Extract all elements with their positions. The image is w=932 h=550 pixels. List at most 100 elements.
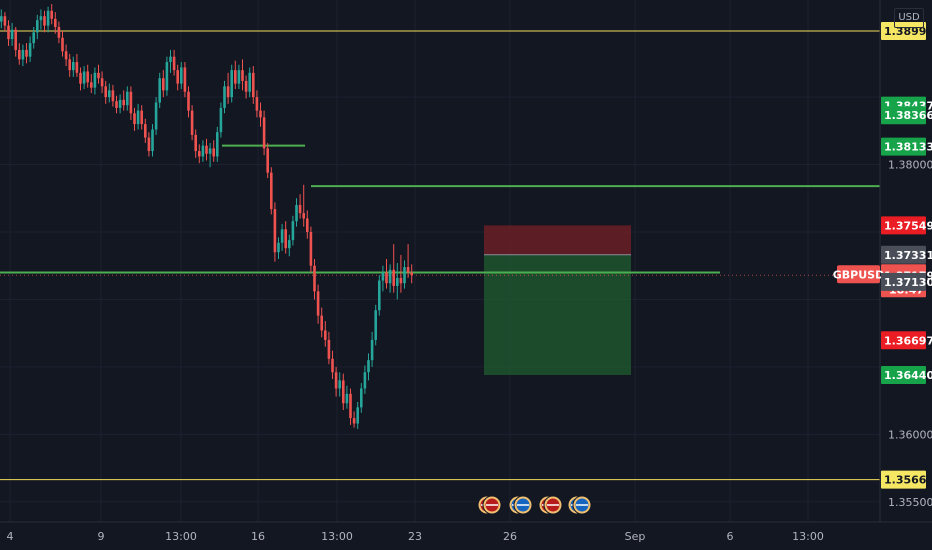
candle xyxy=(7,20,10,46)
candle xyxy=(396,263,399,300)
candle-body xyxy=(158,78,161,103)
candle xyxy=(79,67,82,91)
candle-body xyxy=(32,32,35,44)
price-tag-value: 1.38366 xyxy=(884,109,932,122)
candle-body xyxy=(259,110,262,118)
candle xyxy=(201,140,205,162)
price-tag-green: 1.38133 xyxy=(881,137,932,156)
price-tick-label: 1.38000 xyxy=(888,159,932,172)
candle xyxy=(356,401,359,429)
candle-body xyxy=(262,117,266,149)
price-tag-bg xyxy=(881,331,926,350)
candle-body xyxy=(302,213,305,219)
candle-body xyxy=(154,102,158,130)
candle xyxy=(126,86,129,111)
candle xyxy=(219,102,223,138)
price-tag-bg xyxy=(881,106,926,125)
candle xyxy=(352,411,356,428)
candle-body xyxy=(327,339,331,359)
candle xyxy=(162,70,165,98)
candle xyxy=(183,62,187,98)
candle xyxy=(388,264,392,293)
candle xyxy=(100,71,104,94)
candle xyxy=(43,10,46,33)
economic-event-icon[interactable] xyxy=(567,495,592,515)
economic-event-icon[interactable] xyxy=(477,495,502,515)
candle-body xyxy=(165,62,169,91)
candle-body xyxy=(406,267,410,273)
candle xyxy=(230,64,233,103)
time-axis[interactable]: 4 9 13:00 16 13:00 23 26 Sep 6 13:00 xyxy=(7,530,824,543)
price-tag-value: 1.35664 xyxy=(884,474,932,487)
candle xyxy=(194,129,197,158)
economic-event-markers[interactable] xyxy=(477,495,592,515)
candle xyxy=(115,95,118,114)
price-tick-label: 1.36000 xyxy=(888,428,932,441)
candle xyxy=(68,53,71,77)
candle-body xyxy=(64,51,68,60)
candle-body xyxy=(190,110,194,135)
candle-body xyxy=(385,272,388,284)
time-tick-label: Sep xyxy=(625,530,646,543)
candle xyxy=(144,118,147,143)
stop-loss-zone[interactable] xyxy=(484,225,631,255)
price-tag-bg xyxy=(881,216,926,235)
candle xyxy=(349,388,352,425)
candle xyxy=(262,110,266,156)
candle xyxy=(108,83,111,103)
candle-body xyxy=(118,99,122,108)
candle-body xyxy=(46,10,50,26)
candle-body xyxy=(219,107,223,133)
time-tick-label: 16 xyxy=(251,530,265,543)
candle-body xyxy=(396,277,399,286)
candle-body xyxy=(338,380,341,389)
candle xyxy=(136,103,140,130)
candle xyxy=(3,12,7,32)
candle xyxy=(172,49,176,76)
candle-body xyxy=(349,393,352,419)
price-tag-gray: 1.37130 xyxy=(881,272,932,291)
symbol-label[interactable]: GBPUSD xyxy=(833,265,884,284)
candle-body xyxy=(370,339,374,361)
candle xyxy=(118,94,122,114)
candle-body xyxy=(39,16,43,21)
candle-body xyxy=(201,145,205,157)
candle xyxy=(324,321,327,347)
candle xyxy=(64,44,68,67)
candle xyxy=(306,210,309,239)
candle-body xyxy=(266,148,269,173)
candle-body xyxy=(288,240,291,249)
economic-event-icon[interactable] xyxy=(508,495,533,515)
candle xyxy=(169,49,172,73)
candle xyxy=(266,142,269,179)
candle-body xyxy=(331,358,334,373)
candle-body xyxy=(320,315,323,331)
candle xyxy=(93,67,97,95)
candle-body xyxy=(14,29,17,50)
candle xyxy=(248,67,251,98)
candle xyxy=(21,44,25,67)
candle-body xyxy=(324,330,327,340)
candle xyxy=(140,105,143,130)
price-tag-bg xyxy=(881,470,926,489)
horizontal-lines[interactable] xyxy=(0,30,880,481)
price-tag-bg xyxy=(881,245,926,264)
currency-label[interactable]: USD xyxy=(894,8,924,28)
candle xyxy=(212,140,215,162)
price-axis[interactable]: 1.38000 1.36000 1.35500 xyxy=(888,159,932,509)
price-tag-value: 1.38133 xyxy=(884,141,932,154)
candle-body xyxy=(140,110,143,125)
price-tag-bg xyxy=(881,22,926,41)
candle-body xyxy=(21,49,25,60)
candle xyxy=(54,12,57,34)
candle-body xyxy=(147,137,151,152)
candle xyxy=(410,264,413,284)
time-tick-label: 9 xyxy=(98,530,105,543)
candle-body xyxy=(169,56,172,63)
economic-event-icon[interactable] xyxy=(538,495,563,515)
candle-body xyxy=(72,62,75,71)
position-tool[interactable] xyxy=(484,225,631,375)
candle-body xyxy=(93,72,97,88)
candle xyxy=(241,59,244,91)
